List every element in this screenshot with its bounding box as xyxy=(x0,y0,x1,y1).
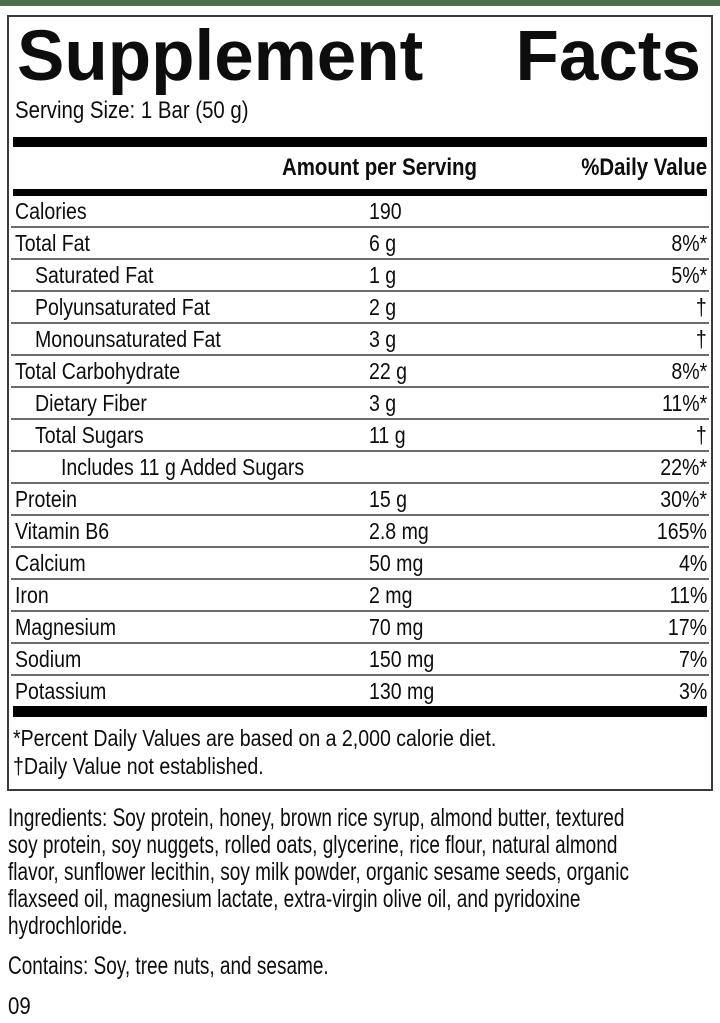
table-row: Sodium 150 mg 7% xyxy=(11,642,709,674)
thick-divider-bottom xyxy=(13,706,707,717)
nutrient-amount: 2 mg xyxy=(369,581,413,608)
nutrient-name: Protein xyxy=(15,485,77,512)
table-row: Total Carbohydrate 22 g 8%* xyxy=(11,354,709,386)
supplement-facts-panel: Supplement Facts Serving Size: 1 Bar (50… xyxy=(7,15,713,791)
nutrient-daily-value: 30%* xyxy=(660,485,707,512)
nutrient-amount: 130 mg xyxy=(369,677,435,704)
nutrient-amount: 2.8 mg xyxy=(369,517,429,544)
nutrient-amount: 15 g xyxy=(369,485,408,512)
table-row: Potassium 130 mg 3% xyxy=(11,674,709,706)
nutrient-name: Dietary Fiber xyxy=(35,389,147,416)
nutrient-amount: 3 g xyxy=(369,325,397,352)
nutrient-name: Sodium xyxy=(15,645,82,672)
serving-size-text: Serving Size: 1 Bar (50 g) xyxy=(15,97,249,124)
nutrient-daily-value: 3% xyxy=(678,677,707,704)
table-row: Calcium 50 mg 4% xyxy=(11,546,709,578)
table-row: Vitamin B6 2.8 mg 165% xyxy=(11,514,709,546)
panel-title-word-facts: Facts xyxy=(515,17,701,96)
nutrient-amount: 1 g xyxy=(369,261,397,288)
column-header-amount: Amount per Serving xyxy=(282,154,477,181)
panel-title-word-supplement: Supplement xyxy=(17,17,424,96)
nutrient-daily-value: † xyxy=(696,421,707,448)
nutrient-name: Magnesium xyxy=(15,613,117,640)
nutrient-amount: 11 g xyxy=(369,421,406,448)
table-row: Calories 190 xyxy=(11,196,709,226)
serving-size-line: Serving Size: 1 Bar (50 g) xyxy=(9,95,711,137)
nutrient-amount: 3 g xyxy=(369,389,397,416)
nutrient-amount: 6 g xyxy=(369,229,397,256)
column-header-daily-value: %Daily Value xyxy=(581,154,707,181)
nutrient-name: Total Fat xyxy=(15,229,90,256)
nutrient-daily-value: 8%* xyxy=(671,229,707,256)
nutrient-amount: 150 mg xyxy=(369,645,435,672)
nutrient-name: Includes 11 g Added Sugars xyxy=(61,453,305,480)
nutrient-daily-value: 4% xyxy=(678,549,707,576)
nutrient-name: Monounsaturated Fat xyxy=(35,325,221,352)
nutrient-amount: 2 g xyxy=(369,293,397,320)
thick-divider-top xyxy=(13,137,707,147)
nutrient-daily-value xyxy=(707,198,709,225)
table-row: Polyunsaturated Fat 2 g † xyxy=(11,290,709,322)
ingredients-line: Ingredients: Soy protein, honey, brown r… xyxy=(8,804,625,832)
ingredients-line: soy protein, soy nuggets, rolled oats, g… xyxy=(8,831,618,859)
label-code: 09 xyxy=(8,993,31,1020)
nutrient-amount: 190 xyxy=(369,197,402,224)
nutrient-amount xyxy=(369,454,652,481)
ingredients-line: flavor, sunflower lecithin, soy milk pow… xyxy=(8,858,629,886)
table-row: Total Sugars 11 g † xyxy=(11,418,709,450)
table-row: Dietary Fiber 3 g 11%* xyxy=(11,386,709,418)
column-header-row: Amount per Serving %Daily Value xyxy=(9,147,711,189)
footnotes: *Percent Daily Values are based on a 2,0… xyxy=(9,717,711,789)
nutrient-daily-value: 5%* xyxy=(671,261,707,288)
table-row: Monounsaturated Fat 3 g † xyxy=(11,322,709,354)
nutrient-daily-value: 8%* xyxy=(671,357,707,384)
table-row: Saturated Fat 1 g 5%* xyxy=(11,258,709,290)
footnote-percent-daily-values: *Percent Daily Values are based on a 2,0… xyxy=(13,724,497,751)
nutrient-name: Saturated Fat xyxy=(35,261,154,288)
table-row: Total Fat 6 g 8%* xyxy=(11,226,709,258)
nutrient-daily-value: 17% xyxy=(667,613,707,640)
nutrient-table: Calories 190 Total Fat 6 g 8%* Saturated… xyxy=(9,196,711,706)
nutrient-name: Vitamin B6 xyxy=(15,517,110,544)
ingredients-paragraph: Ingredients: Soy protein, honey, brown r… xyxy=(8,804,720,940)
nutrient-name: Calcium xyxy=(15,549,86,576)
nutrient-daily-value: 7% xyxy=(678,645,707,672)
nutrient-amount: 70 mg xyxy=(369,613,424,640)
nutrient-name: Potassium xyxy=(15,677,107,704)
nutrient-name: Total Sugars xyxy=(35,421,144,448)
nutrient-daily-value: 165% xyxy=(656,517,707,544)
table-row: Protein 15 g 30%* xyxy=(11,482,709,514)
medium-divider-header xyxy=(13,189,707,196)
ingredients-line: hydrochloride. xyxy=(8,912,128,940)
nutrient-name: Polyunsaturated Fat xyxy=(35,293,210,320)
nutrient-amount: 50 mg xyxy=(369,549,424,576)
allergen-contains-statement: Contains: Soy, tree nuts, and sesame. xyxy=(8,952,329,980)
footnote-daily-value-not-established: †Daily Value not established. xyxy=(13,752,264,779)
nutrient-name: Total Carbohydrate xyxy=(15,357,181,384)
nutrient-daily-value: † xyxy=(696,293,707,320)
table-row: Magnesium 70 mg 17% xyxy=(11,610,709,642)
page-top-accent-strip xyxy=(0,0,720,6)
nutrient-name: Iron xyxy=(15,581,49,608)
panel-title: Supplement Facts xyxy=(9,17,711,95)
nutrient-name: Calories xyxy=(15,197,87,224)
nutrient-daily-value: 22%* xyxy=(660,453,707,480)
table-row: Iron 2 mg 11% xyxy=(11,578,709,610)
nutrient-daily-value: † xyxy=(696,325,707,352)
ingredients-line: flaxseed oil, magnesium lactate, extra-v… xyxy=(8,885,581,913)
nutrient-daily-value: 11% xyxy=(669,581,707,608)
nutrient-amount: 22 g xyxy=(369,357,408,384)
table-row: Includes 11 g Added Sugars 22%* xyxy=(11,450,709,482)
nutrient-daily-value: 11%* xyxy=(661,389,707,416)
